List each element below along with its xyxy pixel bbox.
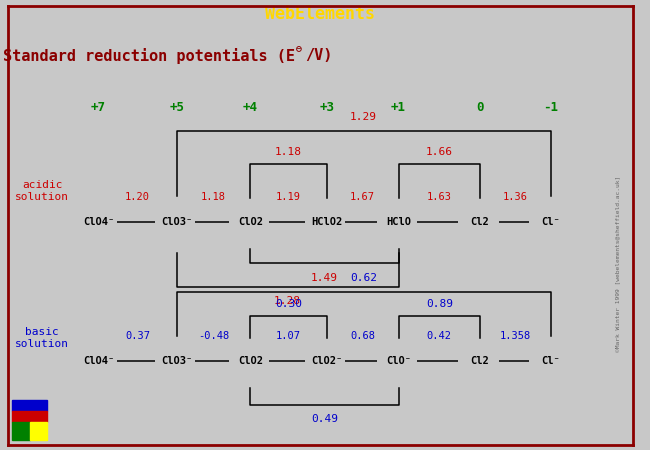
Text: 1.63: 1.63 xyxy=(427,192,452,202)
Text: 0.62: 0.62 xyxy=(350,274,377,284)
Text: Cl⁻: Cl⁻ xyxy=(541,217,560,227)
Text: +5: +5 xyxy=(169,101,184,114)
Text: ClO2: ClO2 xyxy=(238,356,263,366)
Bar xyxy=(12,411,47,422)
Text: HClO: HClO xyxy=(386,217,411,227)
Text: 1.29: 1.29 xyxy=(350,112,377,122)
Text: ©Mark Winter 1999 [webelements@sheffield.ac.uk]: ©Mark Winter 1999 [webelements@sheffield… xyxy=(615,176,620,351)
Text: 0.49: 0.49 xyxy=(311,414,338,424)
Text: 1.18: 1.18 xyxy=(275,147,302,157)
Text: 0.30: 0.30 xyxy=(275,299,302,309)
Bar xyxy=(12,400,47,411)
Text: ClO2⁻: ClO2⁻ xyxy=(311,356,343,366)
Text: /V): /V) xyxy=(305,48,332,63)
Text: +7: +7 xyxy=(91,101,106,114)
Text: HClO2: HClO2 xyxy=(311,217,343,227)
Text: 1.36: 1.36 xyxy=(502,192,528,202)
Text: Cl2: Cl2 xyxy=(471,217,489,227)
Text: Cl2: Cl2 xyxy=(471,356,489,366)
Text: +1: +1 xyxy=(391,101,406,114)
Text: Cl⁻: Cl⁻ xyxy=(541,356,560,366)
Text: Standard reduction potentials (E: Standard reduction potentials (E xyxy=(3,48,296,63)
Text: 1.358: 1.358 xyxy=(500,331,531,342)
Text: 0.89: 0.89 xyxy=(426,299,453,309)
Bar xyxy=(12,422,30,440)
Text: 1.19: 1.19 xyxy=(276,192,301,202)
Bar xyxy=(30,422,47,440)
Text: 0.37: 0.37 xyxy=(125,331,150,342)
Text: ClO3⁻: ClO3⁻ xyxy=(161,217,192,227)
Text: ClO2: ClO2 xyxy=(238,217,263,227)
Text: 1.66: 1.66 xyxy=(426,147,453,157)
Text: 1.18: 1.18 xyxy=(201,192,226,202)
Text: -1: -1 xyxy=(543,101,558,114)
Text: 0.68: 0.68 xyxy=(350,331,375,342)
Text: -0.48: -0.48 xyxy=(198,331,229,342)
Text: ClO⁻: ClO⁻ xyxy=(386,356,411,366)
Text: 1.49: 1.49 xyxy=(311,273,338,283)
Text: 1.28: 1.28 xyxy=(274,296,301,306)
Text: 1.67: 1.67 xyxy=(350,192,375,202)
Text: 0.42: 0.42 xyxy=(427,331,452,342)
Text: ⊖: ⊖ xyxy=(296,43,302,53)
Text: ClO3⁻: ClO3⁻ xyxy=(161,356,192,366)
Text: 0: 0 xyxy=(476,101,484,114)
Text: basic
solution: basic solution xyxy=(15,327,69,349)
Text: ClO4⁻: ClO4⁻ xyxy=(83,356,114,366)
Text: WebElements: WebElements xyxy=(265,5,376,23)
Text: acidic
solution: acidic solution xyxy=(15,180,69,202)
Text: +4: +4 xyxy=(243,101,258,114)
Text: 1.07: 1.07 xyxy=(276,331,301,342)
Text: ClO4⁻: ClO4⁻ xyxy=(83,217,114,227)
Text: +3: +3 xyxy=(319,101,334,114)
Text: 1.20: 1.20 xyxy=(125,192,150,202)
